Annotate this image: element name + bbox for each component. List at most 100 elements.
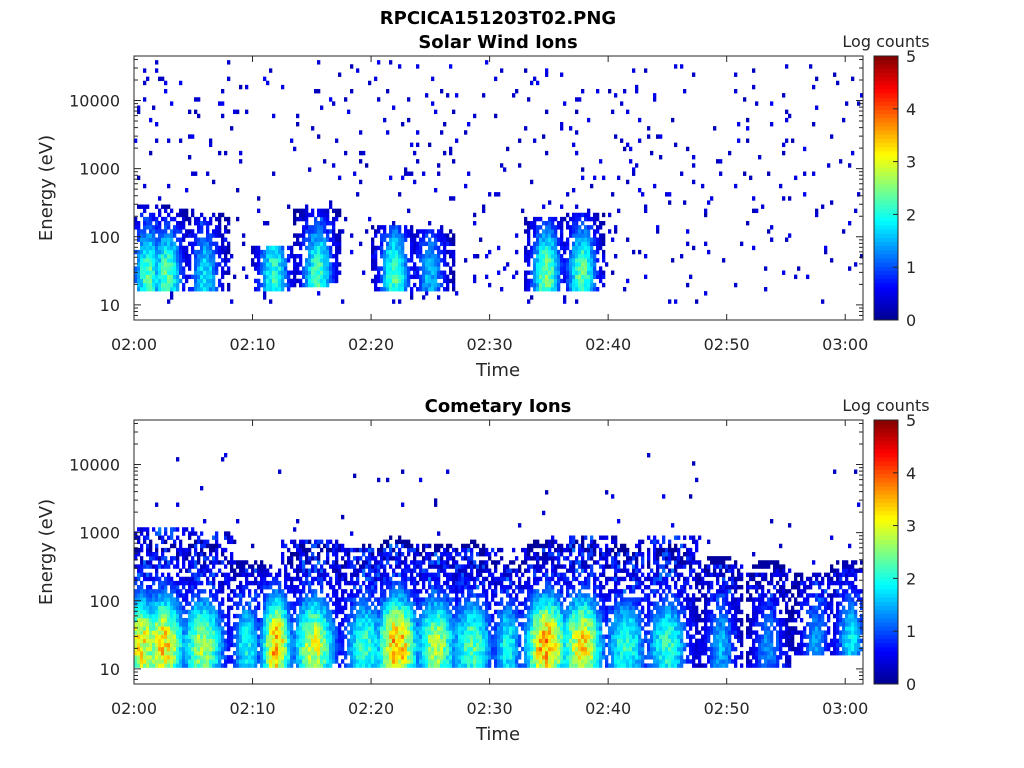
heatmap-cell — [572, 188, 576, 193]
heatmap-cell — [194, 601, 198, 606]
heatmap-cell — [386, 646, 390, 652]
heatmap-cell — [239, 642, 243, 648]
heatmap-cell — [215, 535, 219, 540]
heatmap-cell — [173, 626, 177, 631]
heatmap-cell — [440, 605, 444, 611]
heatmap-cell — [152, 601, 156, 606]
colorbar-segment — [874, 196, 898, 201]
heatmap-cell — [302, 589, 306, 594]
heatmap-cell — [431, 241, 435, 247]
heatmap-cell — [341, 514, 345, 520]
heatmap-cell — [326, 609, 330, 615]
heatmap-cell — [422, 233, 426, 238]
heatmap-cell — [296, 237, 300, 242]
heatmap-cell — [461, 605, 465, 611]
heatmap-cell — [269, 270, 273, 275]
heatmap-cell — [287, 572, 291, 578]
heatmap-cell — [434, 572, 438, 578]
heatmap-cell — [149, 626, 153, 631]
heatmap-cell — [224, 258, 228, 263]
heatmap-cell — [191, 609, 195, 615]
heatmap-cell — [560, 122, 564, 127]
heatmap-cell — [437, 237, 441, 242]
heatmap-cell — [422, 646, 426, 652]
heatmap-cell — [296, 638, 300, 644]
heatmap-cell — [305, 547, 309, 553]
heatmap-cell — [341, 543, 345, 549]
heatmap-cell — [395, 274, 399, 280]
heatmap-cell — [401, 287, 405, 292]
heatmap-cell — [374, 274, 378, 280]
heatmap-cell — [344, 601, 348, 606]
heatmap-cell — [353, 642, 357, 648]
heatmap-cell — [380, 589, 384, 594]
heatmap-cell — [314, 258, 318, 263]
heatmap-cell — [545, 72, 549, 77]
heatmap-cell — [578, 212, 582, 218]
heatmap-cell — [452, 576, 456, 582]
heatmap-cell — [200, 486, 204, 491]
heatmap-cell — [173, 564, 177, 569]
heatmap-cell — [296, 585, 300, 590]
heatmap-cell — [341, 589, 345, 594]
heatmap-cell — [431, 613, 435, 619]
heatmap-cell — [185, 245, 189, 251]
heatmap-cell — [329, 642, 333, 648]
heatmap-cell — [221, 638, 225, 644]
heatmap-cell — [578, 262, 582, 267]
heatmap-cell — [152, 638, 156, 644]
heatmap-cell — [290, 564, 294, 569]
heatmap-cell — [398, 622, 402, 627]
panel-cometary-ions: Cometary Ions 02:00 02:10 02:20 02:30 02:40 0… — [36, 396, 930, 745]
heatmap-cell — [347, 622, 351, 627]
heatmap-cell — [161, 556, 165, 561]
heatmap-cell — [146, 266, 150, 271]
heatmap-cell — [323, 249, 327, 255]
heatmap-cell — [230, 564, 234, 569]
heatmap-cell — [398, 262, 402, 267]
heatmap-cell — [371, 618, 375, 623]
heatmap-cell — [425, 659, 429, 664]
heatmap-cell — [548, 266, 552, 271]
heatmap-cell — [290, 646, 294, 652]
heatmap-cell — [254, 262, 258, 267]
heatmap-cell — [152, 597, 156, 602]
heatmap-cell — [176, 258, 180, 263]
heatmap-cell — [287, 258, 291, 263]
x-tick-label: 02:40 — [585, 335, 631, 354]
heatmap-cell — [164, 560, 168, 565]
heatmap-cell — [260, 568, 264, 573]
heatmap-cell — [371, 638, 375, 644]
heatmap-cell — [203, 282, 207, 288]
heatmap-cell — [230, 254, 234, 259]
heatmap-cell — [419, 618, 423, 623]
heatmap-cell — [209, 142, 213, 148]
heatmap-cell — [305, 258, 309, 263]
heatmap-cell — [284, 258, 288, 263]
heatmap-cell — [317, 249, 321, 255]
heatmap-cell — [326, 659, 330, 664]
heatmap-cell — [323, 278, 327, 284]
heatmap-cell — [281, 258, 285, 263]
heatmap-cell — [365, 585, 369, 590]
heatmap-cell — [260, 642, 264, 648]
heatmap-cell — [248, 601, 252, 606]
heatmap-cell — [410, 663, 414, 668]
heatmap-cell — [464, 622, 468, 627]
heatmap-cell — [320, 564, 324, 569]
heatmap-cell — [446, 552, 450, 557]
heatmap-cell — [269, 642, 273, 648]
heatmap-cell — [209, 552, 213, 557]
heatmap-cell — [407, 605, 411, 611]
heatmap-cell — [854, 208, 858, 214]
heatmap-cell — [179, 638, 183, 644]
heatmap-cell — [422, 547, 426, 553]
heatmap-cell — [203, 659, 207, 664]
heatmap-cell — [338, 605, 342, 611]
heatmap-cell — [314, 270, 318, 275]
heatmap-cell — [425, 605, 429, 611]
heatmap-cell — [611, 270, 615, 275]
heatmap-cell — [566, 266, 570, 271]
heatmap-cell — [320, 585, 324, 590]
heatmap-cell — [287, 663, 291, 668]
